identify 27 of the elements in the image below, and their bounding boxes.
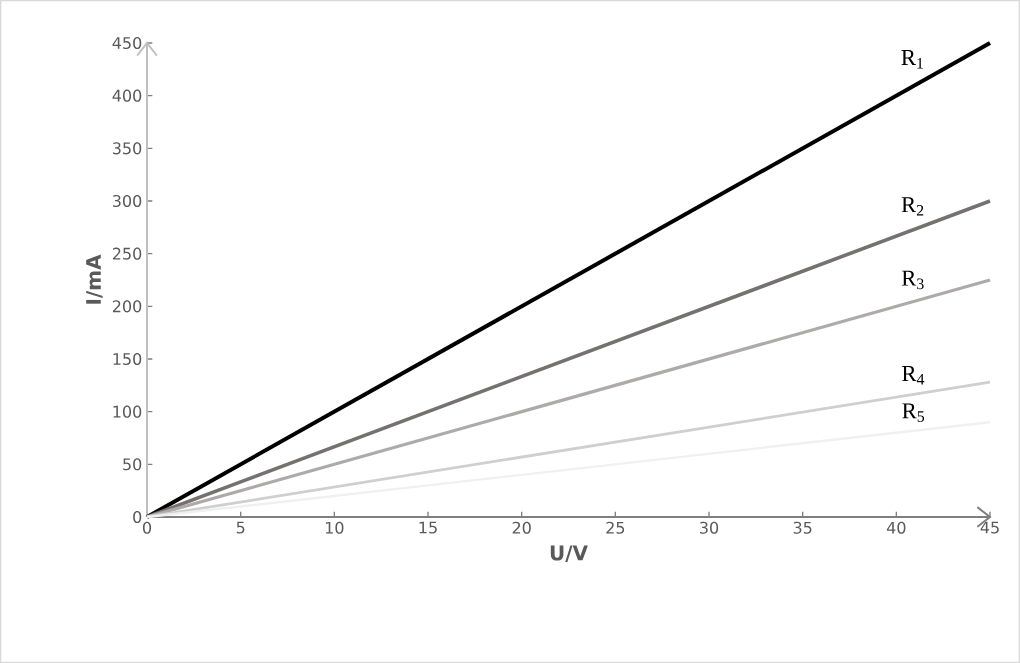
x-tick-label: 40 xyxy=(886,521,906,534)
x-tick-label: 15 xyxy=(419,521,437,534)
series-label: R$_{3}$ xyxy=(901,270,924,290)
y-tick-label: 400 xyxy=(112,89,142,102)
y-tick-label: 100 xyxy=(113,405,142,418)
y-tick-label: 300 xyxy=(112,194,142,208)
series-label: R$_{4}$ xyxy=(902,366,925,385)
x-tick-label: 25 xyxy=(606,521,625,534)
series-label: R$_{1}$ xyxy=(901,50,923,69)
y-axis-title: I/mA xyxy=(86,254,103,304)
x-tick-label: 20 xyxy=(512,521,531,534)
x-tick-label: 30 xyxy=(700,521,719,534)
series-label: R$_{5}$ xyxy=(902,403,925,422)
x-tick-label: 0 xyxy=(142,521,152,534)
y-tick-label: 450 xyxy=(112,36,142,50)
x-tick-label: 45 xyxy=(980,521,999,534)
x-tick-label: 5 xyxy=(236,521,245,534)
y-tick-label: 200 xyxy=(112,300,142,313)
x-tick-label: 10 xyxy=(325,521,344,534)
x-axis-title: U/V xyxy=(550,545,588,563)
y-tick-label: 50 xyxy=(123,458,142,471)
y-tick-label: 350 xyxy=(112,142,142,155)
x-tick-label: 35 xyxy=(793,521,812,534)
y-tick-label: 0 xyxy=(133,510,142,524)
y-tick-label: 250 xyxy=(112,247,142,260)
series-label: R$_{2}$ xyxy=(901,197,924,216)
y-tick-label: 150 xyxy=(113,352,142,366)
